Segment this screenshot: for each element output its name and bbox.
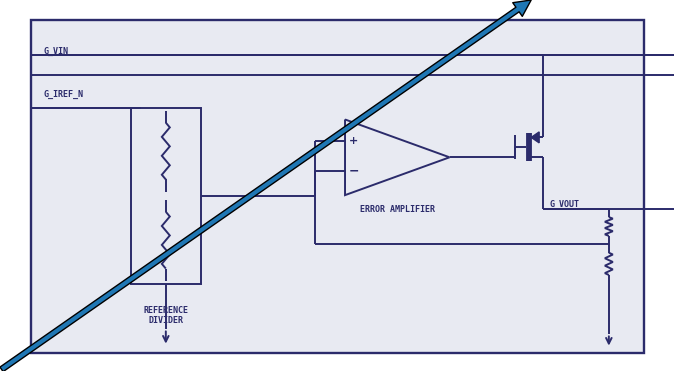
Text: REFERENCE
DIVIDER: REFERENCE DIVIDER [144, 306, 188, 325]
Text: G_VOUT: G_VOUT [549, 200, 579, 209]
Text: ERROR AMPLIFIER: ERROR AMPLIFIER [360, 205, 435, 214]
Bar [131, 108, 201, 284]
Text: −: − [349, 164, 359, 177]
Polygon shape [531, 132, 539, 143]
Text: G_VIN: G_VIN [43, 47, 69, 56]
Text: G_IREF_N: G_IREF_N [43, 90, 83, 99]
Text: +: + [349, 137, 358, 147]
Bar [32, 20, 644, 354]
